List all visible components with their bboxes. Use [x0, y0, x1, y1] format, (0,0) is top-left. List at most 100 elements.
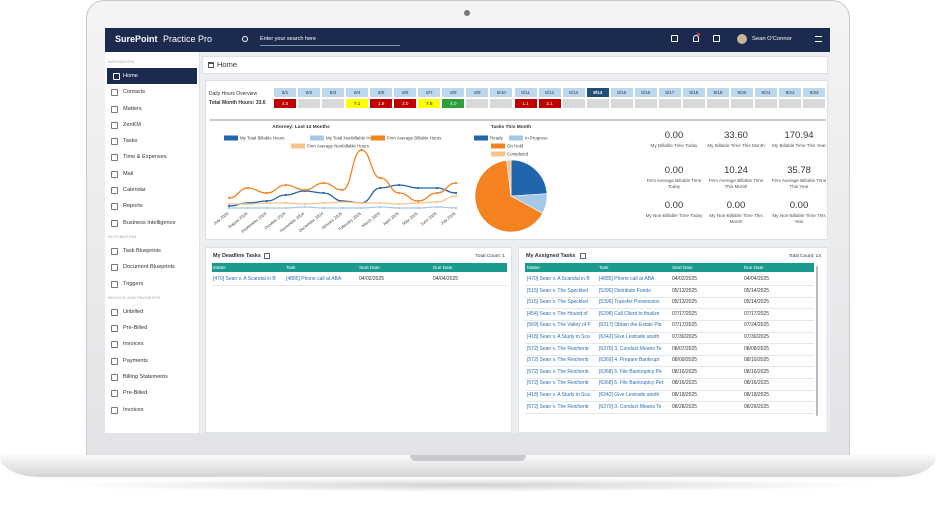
task-link[interactable]: [6368] 5. File Bankruptcy Pe	[599, 368, 662, 375]
task-link[interactable]: [6369] 4. Prepare Bankrupt	[599, 357, 660, 364]
user-name[interactable]: Sean O'Connor	[752, 36, 792, 42]
stat-value: 10.24	[724, 165, 748, 176]
table-cell: 04/02/2025	[359, 276, 385, 282]
search-icon[interactable]	[242, 36, 248, 42]
add-icon[interactable]	[713, 35, 720, 42]
base-notch	[410, 455, 526, 461]
legend-swatch	[371, 135, 385, 141]
nav-item[interactable]: Billing Statements	[105, 369, 199, 385]
series-point	[322, 191, 325, 195]
task-link[interactable]: [6370] 3. Conduct Means Te	[599, 403, 662, 410]
search-input[interactable]: Enter your search here	[260, 34, 400, 46]
legend-label: On Hold	[507, 144, 524, 149]
nav-item[interactable]: Home	[107, 68, 197, 85]
day-header: 8/15	[609, 87, 634, 98]
row-divider	[525, 319, 814, 321]
task-link[interactable]: [418] Sean v. A Study in Sca	[527, 334, 590, 340]
task-link[interactable]: [572] Sean v. The Reichenb	[527, 345, 589, 352]
charts: Attorney: Last 13 Months My Total Billabl…	[212, 124, 548, 234]
day-header: 8/22	[778, 87, 803, 98]
task-link[interactable]: [5395] Distribute Funds	[599, 287, 651, 294]
task-link[interactable]: [470] Sean v. A Scandal in B	[527, 276, 590, 282]
task-link[interactable]: [6298] Call Client to finalize	[599, 310, 660, 317]
task-link[interactable]: [6370] 3. Conduct Means Te	[599, 345, 662, 352]
column-header: Start Date	[672, 265, 693, 270]
legend-label: My Total Nonbillable Hours	[326, 136, 379, 141]
avatar[interactable]	[737, 34, 747, 44]
series-point	[265, 199, 268, 203]
task-link[interactable]: [470] Sean v. A Scandal in B	[213, 276, 276, 282]
day-hours: 4.0	[273, 98, 298, 109]
task-link[interactable]: [6368] 5. File Bankruptcy Pet	[599, 380, 664, 387]
task-link[interactable]: [5396] Transfer Possession	[599, 299, 660, 306]
task-link[interactable]: [4885] Phone call at ABA	[599, 276, 655, 282]
nav-item[interactable]: Tasks	[105, 133, 199, 149]
task-link[interactable]: [515] Sean v. The Speckled	[527, 287, 588, 294]
nav-item[interactable]: Mail	[105, 166, 199, 182]
nav-item[interactable]: Reports	[105, 198, 199, 214]
table-cell: 07/17/2025	[744, 310, 770, 317]
task-link[interactable]: [572] Sean v. The Reichenb	[527, 403, 589, 410]
series-point	[398, 183, 401, 187]
nav-item[interactable]: Invoices	[105, 336, 199, 352]
nav-icon	[111, 170, 118, 178]
camera	[464, 10, 470, 16]
task-link[interactable]: [572] Sean v. The Reichenb	[527, 357, 589, 364]
task-link[interactable]: [454] Sean v. The Hound of	[527, 310, 588, 317]
stat-value: 0.00	[664, 130, 684, 141]
nav-item[interactable]: Payments	[105, 353, 199, 369]
nav-item[interactable]: Document Blueprints	[105, 259, 199, 275]
task-link[interactable]: [418] Sean v. A Study in Sca	[527, 392, 590, 398]
series-point	[379, 205, 382, 209]
nav-icon	[111, 264, 118, 272]
nav-item[interactable]: Task Blueprints	[105, 243, 199, 259]
nav-item[interactable]: Unbilled	[105, 304, 199, 320]
nav-item[interactable]: Matters	[105, 101, 199, 117]
nav-label: Task Blueprints	[123, 247, 161, 254]
nav-item[interactable]: Invoices	[105, 402, 199, 418]
table-cell: 08/16/2025	[744, 368, 770, 375]
series-point	[265, 201, 268, 205]
task-link[interactable]: [572] Sean v. The Reichenb	[527, 368, 589, 375]
nav-item[interactable]: Pre-Billed	[105, 385, 199, 401]
series-point	[284, 201, 287, 205]
day-hours	[729, 98, 754, 109]
task-link[interactable]: [515] Sean v. The Speckled	[527, 299, 588, 306]
nav-label: Invoices	[123, 341, 144, 348]
table-cell: 08/08/2025	[744, 345, 770, 352]
series-point	[454, 181, 458, 185]
legend-label: Completed	[507, 152, 529, 157]
series-point	[379, 201, 382, 205]
nav-item[interactable]: Calendar	[105, 182, 199, 198]
chat-icon[interactable]	[671, 35, 678, 42]
task-link[interactable]: [6317] Obtain the Estate Pla	[599, 322, 662, 329]
x-tick-label: July 2024	[212, 210, 230, 225]
series-point	[435, 200, 439, 204]
menu-icon[interactable]	[815, 36, 822, 42]
task-link[interactable]: [4885] Phone call at ABA	[286, 276, 342, 282]
bell-icon[interactable]	[693, 35, 699, 42]
nav-item[interactable]: ZenKM	[105, 117, 199, 133]
row-divider	[525, 308, 814, 309]
task-link[interactable]: [569] Sean v. The Valley of F	[527, 322, 591, 329]
task-link[interactable]: [572] Sean v. The Reichenb	[527, 380, 589, 387]
nav-item[interactable]: Contacts	[105, 84, 199, 100]
day-hours	[585, 98, 610, 109]
series-point	[417, 201, 420, 205]
nav-item[interactable]: Pre-Billed	[105, 320, 199, 336]
nav-item[interactable]: Time & Expenses	[105, 149, 199, 165]
nav-item[interactable]: Business Intelligence	[105, 215, 199, 231]
table-cell: 07/17/2025	[672, 310, 698, 317]
table-cell: 08/16/2025	[744, 380, 770, 387]
task-link[interactable]: [6342] Give Lestrade anoth	[599, 392, 660, 398]
day-hours	[633, 98, 658, 109]
pie-slice	[474, 159, 543, 233]
nav-item[interactable]: Triggers	[105, 276, 199, 292]
series-point	[227, 206, 231, 210]
task-link[interactable]: [6342] Give Lestrade anoth	[599, 334, 660, 340]
series-point	[303, 188, 306, 192]
day-header: 8/20	[729, 87, 754, 98]
table-cell: 07/17/2025	[672, 322, 698, 329]
day-header: 8/3	[321, 87, 346, 98]
scrollbar	[816, 266, 818, 416]
